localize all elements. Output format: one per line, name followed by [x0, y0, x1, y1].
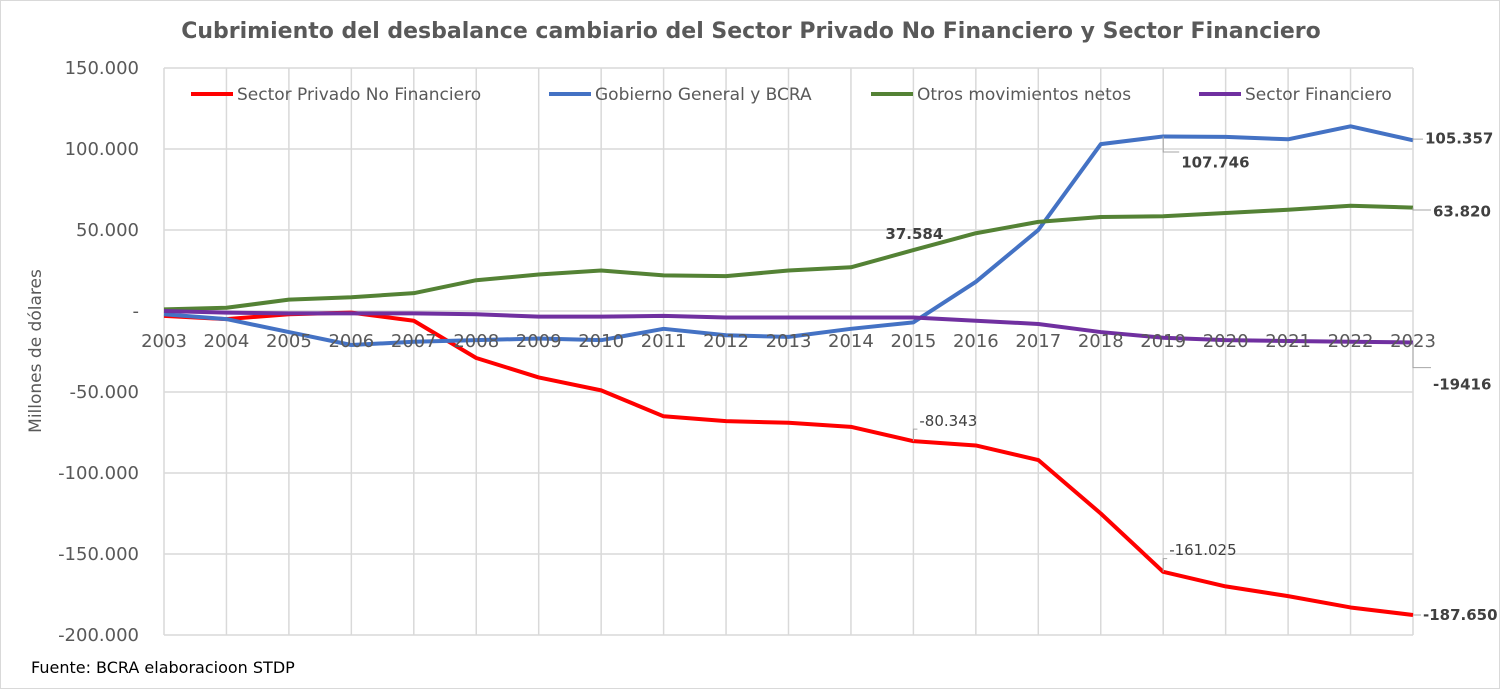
- legend-label: Otros movimientos netos: [917, 85, 1131, 105]
- leader-line: [912, 428, 918, 442]
- legend-label: Sector Financiero: [1245, 85, 1392, 105]
- legend-label: Sector Privado No Financiero: [237, 85, 481, 105]
- x-tick-label: 2003: [141, 331, 187, 352]
- y-tick-label: 100.000: [65, 139, 139, 160]
- x-tick-label: 2012: [703, 331, 749, 352]
- data-label: 107.746: [1181, 153, 1249, 171]
- leader-line: [1412, 342, 1431, 369]
- x-tick-label: 2013: [766, 331, 812, 352]
- leader-line: [1162, 558, 1168, 572]
- series-line-1: [163, 124, 1414, 348]
- x-tick-label: 2022: [1328, 331, 1374, 352]
- data-label: 63.820: [1433, 203, 1491, 221]
- x-tick-label: 2006: [328, 331, 374, 352]
- x-tick-label: 2010: [578, 331, 624, 352]
- y-tick-label: 50.000: [76, 220, 139, 241]
- x-tick-label: 2021: [1265, 331, 1311, 352]
- y-tick-label: -150.000: [58, 544, 139, 565]
- x-tick-label: 2023: [1390, 331, 1436, 352]
- x-tick-label: 2017: [1015, 331, 1061, 352]
- x-tick-label: 2005: [266, 331, 312, 352]
- x-tick-label: 2011: [641, 331, 687, 352]
- data-label: -161.025: [1169, 541, 1236, 559]
- y-tick-label: 150.000: [65, 58, 139, 79]
- data-label: 37.584: [885, 225, 943, 243]
- data-label: -80.343: [919, 412, 977, 430]
- x-tick-label: 2009: [516, 331, 562, 352]
- x-tick-label: 2019: [1140, 331, 1186, 352]
- chart-title: Cubrimiento del desbalance cambiario del…: [181, 19, 1321, 44]
- x-tick-label: 2007: [391, 331, 437, 352]
- x-tick-label: 2004: [204, 331, 250, 352]
- x-tick-label: 2015: [890, 331, 936, 352]
- x-tick-label: 2016: [953, 331, 999, 352]
- leader-line: [1162, 136, 1180, 153]
- source-note: Fuente: BCRA elaboracioon STDP: [31, 658, 295, 677]
- leader-line: [1412, 207, 1431, 211]
- y-tick-label: -200.000: [58, 625, 139, 646]
- data-label: 105.357: [1425, 129, 1493, 147]
- series-line-2: [163, 203, 1414, 312]
- legend-label: Gobierno General y BCRA: [595, 85, 812, 105]
- y-tick-label: -50.000: [70, 382, 139, 403]
- data-label: -19416: [1433, 375, 1491, 393]
- data-label: -187.650: [1423, 606, 1498, 624]
- x-tick-label: 2014: [828, 331, 874, 352]
- y-tick-label: -100.000: [58, 463, 139, 484]
- x-tick-label: 2020: [1203, 331, 1249, 352]
- y-tick-label: -: [133, 301, 140, 322]
- leader-line: [1412, 138, 1423, 141]
- series-line-3: [163, 309, 1414, 345]
- x-tick-label: 2008: [453, 331, 499, 352]
- x-tick-label: 2018: [1078, 331, 1124, 352]
